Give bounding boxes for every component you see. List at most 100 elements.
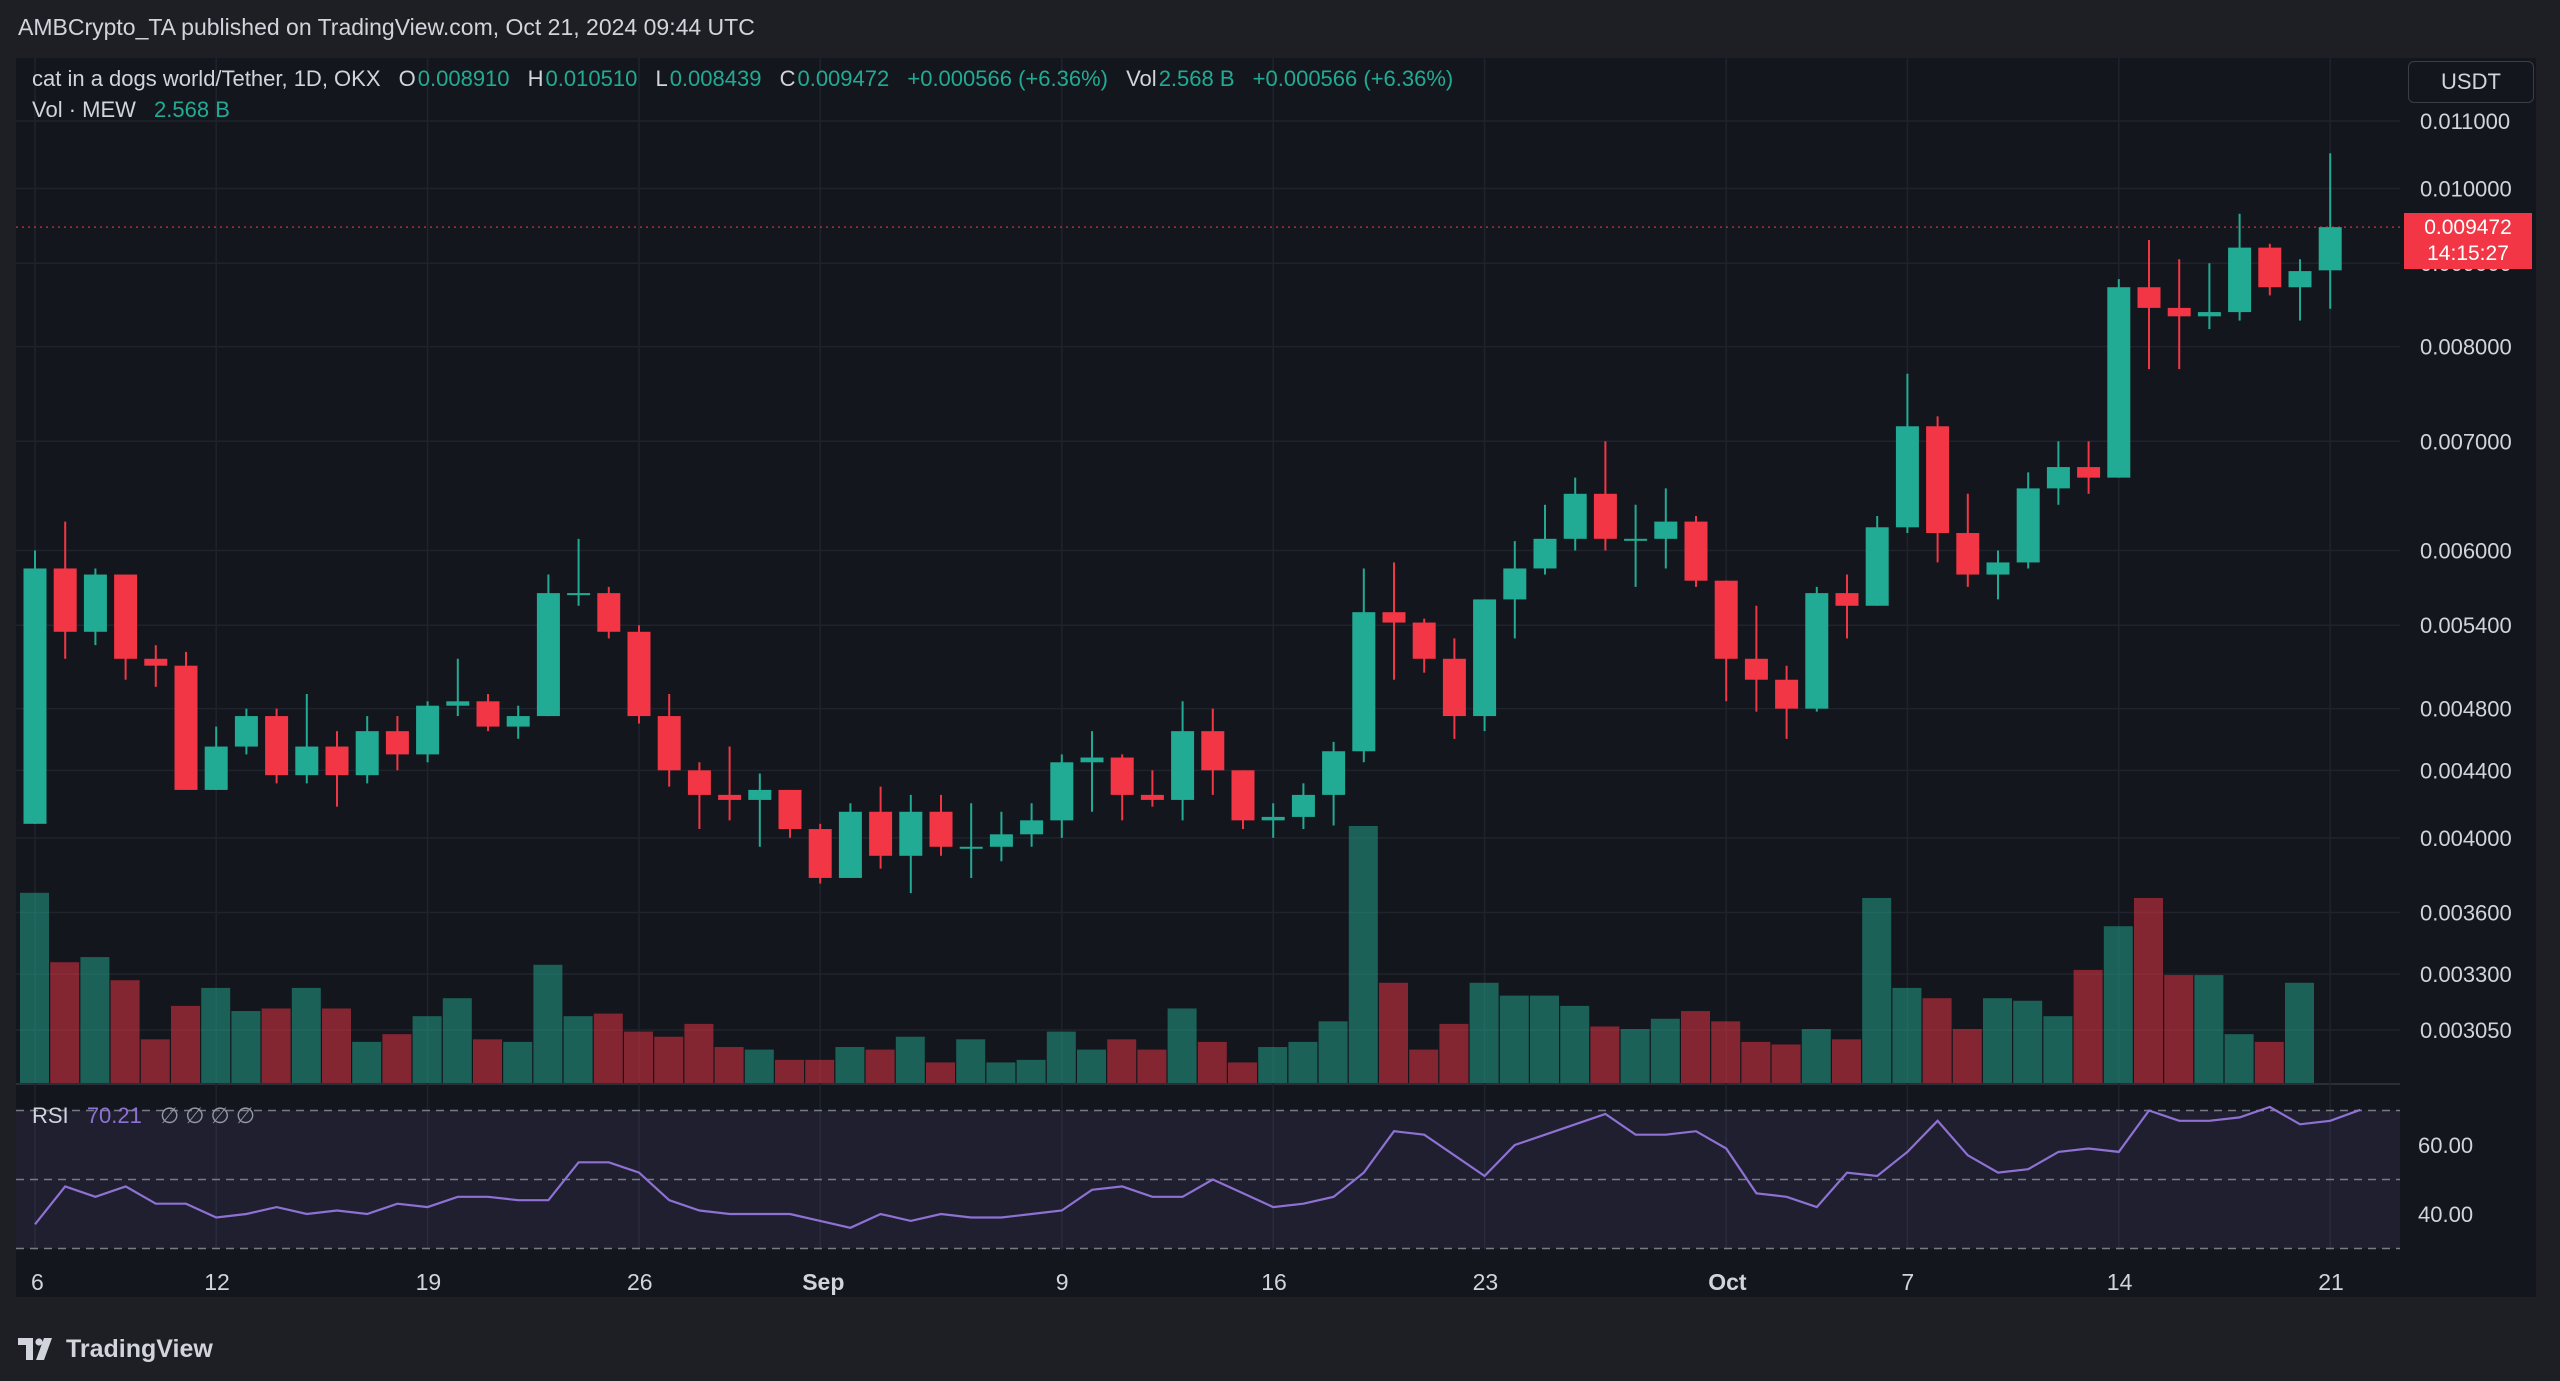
volume-bar <box>352 1041 382 1083</box>
volume-bar <box>1620 1029 1650 1083</box>
volume-bar <box>1228 1062 1257 1083</box>
vol-value: 2.568 B <box>1158 66 1235 91</box>
volume-bar <box>503 1041 533 1083</box>
candle-body <box>2077 467 2101 478</box>
volume-bar <box>1077 1049 1106 1083</box>
candle-body <box>1291 794 1315 817</box>
volume-bar <box>201 987 231 1083</box>
price-axis-label: 0.007000 <box>2420 429 2512 454</box>
candle-body <box>1261 816 1285 821</box>
candle-body <box>1171 731 1195 800</box>
candle-body <box>114 574 138 659</box>
candle-body <box>1624 538 1648 541</box>
volume-bar <box>1892 987 1922 1083</box>
volume-bar <box>1832 1039 1861 1083</box>
candle-body <box>2258 247 2282 288</box>
candle-body <box>1322 751 1346 795</box>
currency-selector[interactable]: USDT <box>2408 61 2534 103</box>
candle-body <box>204 746 228 790</box>
close-value: 0.009472 <box>797 66 890 91</box>
volume-bar <box>322 1008 351 1083</box>
price-change: +0.000566 (+6.36%) <box>907 66 1108 91</box>
volume-bar <box>1197 1041 1227 1083</box>
price-axis-label: 0.004800 <box>2420 697 2512 722</box>
volume-bar <box>1258 1047 1288 1083</box>
symbol-name[interactable]: cat in a dogs world/Tether, 1D, OKX <box>32 66 381 91</box>
tradingview-logo[interactable]: TradingView <box>18 1332 213 1366</box>
volume-bar <box>1137 1049 1167 1083</box>
candle-body <box>265 716 289 776</box>
volume-bar <box>1409 1049 1439 1083</box>
candle-body <box>1140 794 1164 800</box>
vol-change: +0.000566 (+6.36%) <box>1252 66 1454 91</box>
open-value: 0.008910 <box>417 66 510 91</box>
low-label: L <box>655 66 668 91</box>
time-axis-label: 26 <box>627 1269 653 1295</box>
volume-bar <box>1711 1021 1741 1083</box>
volume-bar <box>80 957 110 1083</box>
volume-indicator-label[interactable]: Vol · MEW <box>32 97 136 122</box>
candle-body <box>2228 247 2252 313</box>
candle-body <box>1654 521 1678 539</box>
candle-body <box>416 705 440 755</box>
candle-body <box>718 794 742 800</box>
candle-body <box>174 665 198 790</box>
candle-body <box>838 811 862 878</box>
rsi-line <box>34 1105 2361 1229</box>
volume-bar <box>805 1059 835 1083</box>
volume-bar <box>1560 1005 1590 1083</box>
candle-body <box>1714 580 1738 659</box>
volume-bar <box>2043 1016 2073 1083</box>
candle-body <box>1412 622 1436 659</box>
candle-body <box>53 568 77 632</box>
volume-indicator-value: 2.568 B <box>154 97 230 122</box>
time-axis-label: 16 <box>1261 1269 1287 1295</box>
time-axis-label: 9 <box>1056 1269 1069 1295</box>
volume-bar <box>1107 1039 1137 1083</box>
volume-bar <box>1530 995 1559 1083</box>
chart-panel[interactable]: 0.0110000.0100000.0090000.0080000.007000… <box>16 58 2536 1297</box>
candle-body <box>2318 227 2342 271</box>
price-axis-label: 0.003050 <box>2420 1018 2512 1043</box>
volume-bar <box>1439 1023 1469 1083</box>
volume-bar <box>714 1047 744 1083</box>
candle-body <box>899 811 923 856</box>
volume-bar <box>1167 1008 1197 1083</box>
volume-bar <box>110 980 140 1083</box>
candle-body <box>506 716 530 727</box>
candle-body <box>1473 599 1497 717</box>
candle-body <box>1775 679 1799 709</box>
volume-bar <box>1862 897 1892 1083</box>
volume-bar <box>1983 998 2012 1083</box>
time-axis-label: 6 <box>31 1269 44 1295</box>
candle-body <box>778 789 802 830</box>
volume-bar <box>2013 1000 2043 1083</box>
time-axis-label: 12 <box>204 1269 230 1295</box>
volume-bar <box>1379 982 1408 1083</box>
volume-bar <box>2254 1041 2284 1083</box>
volume-bar <box>1318 1021 1348 1083</box>
candle-body <box>2107 287 2131 478</box>
time-axis-label: Oct <box>1708 1269 1747 1295</box>
candle-body <box>1382 612 1406 623</box>
candle-body <box>1050 762 1074 821</box>
volume-bar <box>2103 926 2133 1083</box>
chart-canvas[interactable]: 0.0110000.0100000.0090000.0080000.007000… <box>16 58 2536 1297</box>
volume-bar <box>1922 998 1952 1083</box>
candle-body <box>1835 593 1859 606</box>
volume-bar <box>50 962 80 1083</box>
volume-bar <box>20 892 49 1083</box>
candle-body <box>1684 521 1708 581</box>
time-axis-label: 19 <box>416 1269 442 1295</box>
volume-bar <box>1952 1029 1982 1083</box>
candle-body <box>2197 312 2221 317</box>
price-axis-label: 0.003300 <box>2420 962 2512 987</box>
rsi-label[interactable]: RSI <box>32 1103 69 1128</box>
candle-body <box>1352 612 1376 752</box>
current-price-tag: 0.009472 14:15:27 <box>2404 213 2532 269</box>
candle-body <box>959 846 983 849</box>
candle-body <box>385 731 409 755</box>
candle-body <box>1593 493 1617 539</box>
low-value: 0.008439 <box>669 66 762 91</box>
candle-body <box>989 834 1013 847</box>
